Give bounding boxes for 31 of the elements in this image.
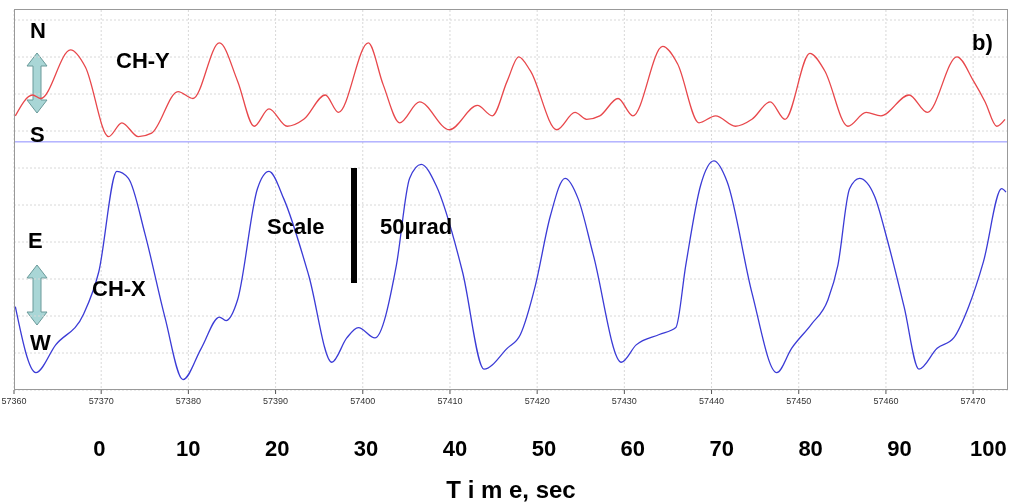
x-tick-label: 20 (264, 435, 290, 461)
x-tick-label: 50 (531, 435, 557, 461)
x2-tick-label: 57370 (88, 396, 114, 406)
x2-tick-label: 57430 (611, 396, 637, 406)
x2-tick-label: 57440 (699, 396, 725, 406)
x2-tick-label: 57410 (437, 396, 463, 406)
x-tick-label: 70 (709, 435, 734, 461)
x2-tick-label: 57390 (263, 396, 289, 406)
x-tick-label: 90 (887, 435, 912, 461)
annotation: b) (972, 30, 993, 56)
x2-tick-label: 57460 (873, 396, 899, 406)
x-tick-label: 0 (93, 435, 106, 461)
series-label: CH-Y (116, 48, 170, 74)
x2-tick-label: 57470 (960, 396, 986, 406)
annotation: N (30, 18, 46, 44)
annotation: W (30, 330, 51, 356)
x-tick-label: 60 (620, 435, 646, 461)
x-axis-title: T i m e, sec (446, 476, 576, 503)
x2-tick-label: 57380 (175, 396, 201, 406)
x2-tick-label: 57420 (524, 396, 550, 406)
x2-tick-label: 57400 (350, 396, 376, 406)
x-tick-label: 80 (798, 435, 823, 461)
x-tick-label: 40 (442, 435, 468, 461)
series-label: CH-X (92, 276, 146, 302)
x2-tick-label: 57360 (1, 396, 27, 406)
x-tick-label: 100 (970, 435, 1007, 461)
x2-tick-label: 57450 (786, 396, 812, 406)
x-tick-label: 10 (176, 435, 201, 461)
x-tick-label: 30 (353, 435, 379, 461)
annotation: S (30, 122, 45, 148)
annotation: E (28, 228, 43, 254)
